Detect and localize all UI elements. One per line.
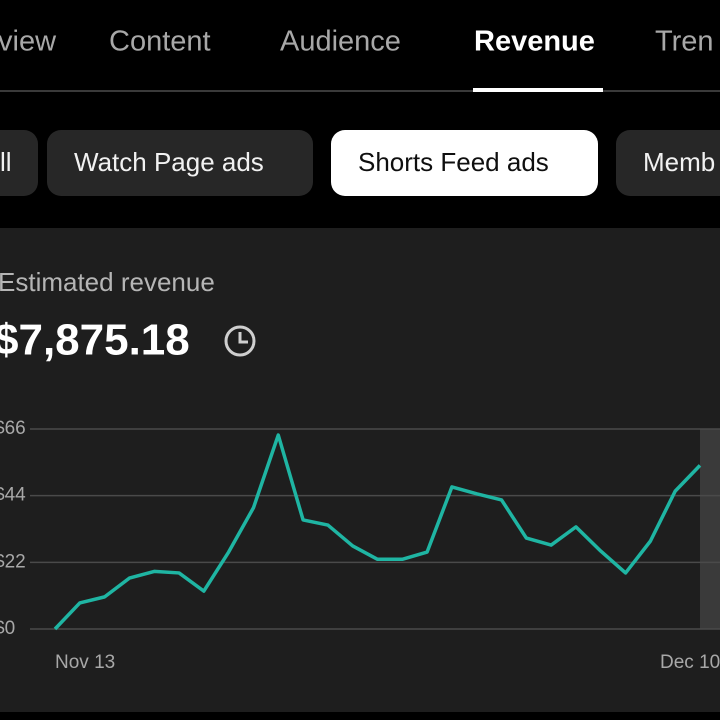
filter-chip-label[interactable]: Watch Page ads: [74, 147, 264, 177]
filter-chip-label[interactable]: Memb: [643, 147, 715, 177]
metric-value: $7,875.18: [0, 316, 190, 365]
clock-icon: [224, 325, 256, 357]
filter-chip[interactable]: [616, 130, 720, 196]
x-tick-label: Dec 10: [660, 652, 720, 673]
y-tick-label: $0: [0, 618, 15, 639]
metric-label: Estimated revenue: [0, 267, 215, 297]
tab[interactable]: Audience: [280, 26, 401, 58]
tab[interactable]: Content: [109, 26, 211, 58]
y-tick-label: $22: [0, 551, 26, 572]
filter-chip[interactable]: [331, 130, 598, 196]
filter-chip-label[interactable]: ll: [0, 147, 12, 177]
y-tick-label: $44: [0, 485, 26, 506]
filter-chip-label[interactable]: Shorts Feed ads: [358, 147, 549, 177]
y-tick-label: $66: [0, 418, 26, 439]
tab[interactable]: view: [0, 26, 57, 58]
revenue-line: [53, 433, 702, 631]
hover-highlight: [700, 429, 720, 629]
x-tick-label: Nov 13: [55, 652, 115, 673]
filter-chip[interactable]: [0, 130, 38, 196]
chart-card: [0, 228, 720, 712]
filter-chip[interactable]: [47, 130, 313, 196]
active-tab-indicator: [473, 88, 603, 92]
tab[interactable]: Revenue: [474, 26, 595, 58]
tab[interactable]: Tren: [655, 26, 714, 58]
